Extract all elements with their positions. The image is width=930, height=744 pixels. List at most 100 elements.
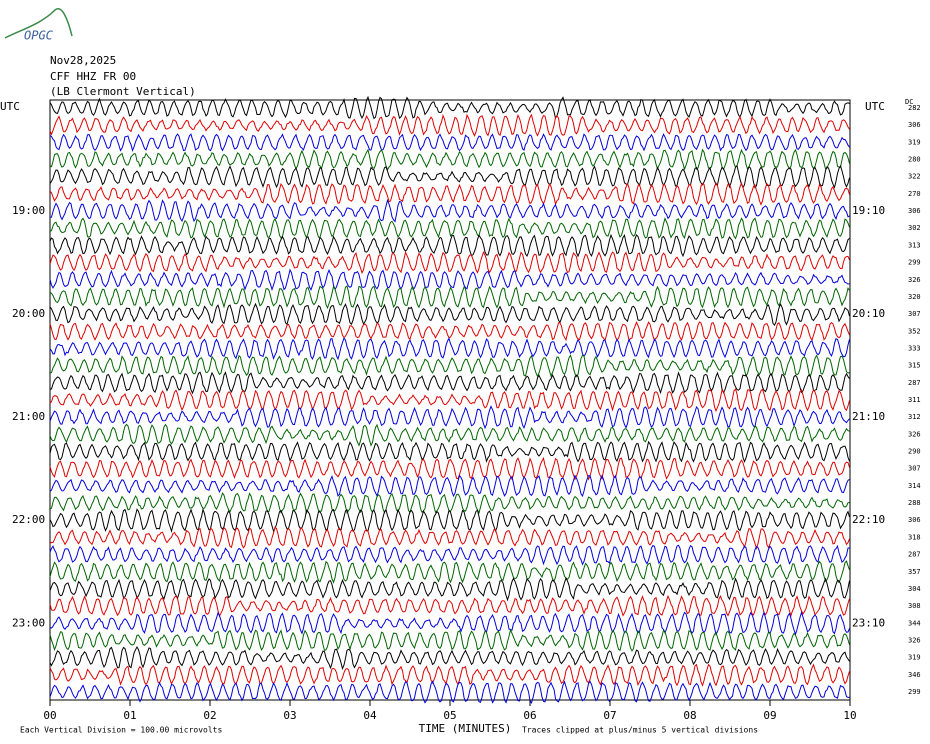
dc-value: 313: [908, 241, 921, 249]
trace: [49, 423, 850, 447]
logo-arc: [4, 7, 73, 39]
left-time-label: 22:00: [12, 513, 45, 526]
trace: [49, 113, 850, 137]
trace: [49, 198, 850, 223]
date: Nov28,2025: [50, 54, 116, 67]
logo: OPGC: [4, 7, 73, 43]
right-time-label: 22:10: [852, 513, 885, 526]
trace: [49, 610, 850, 636]
dc-value: 344: [908, 619, 921, 627]
right-axis-title: UTC: [865, 100, 885, 113]
x-tick-label: 00: [43, 709, 56, 722]
trace: [49, 507, 850, 534]
dc-value: 312: [908, 413, 921, 421]
trace: [49, 217, 850, 240]
trace: [49, 148, 850, 171]
station: CFF HHZ FR 00: [50, 70, 136, 83]
trace: [49, 164, 850, 189]
dc-value: 319: [908, 654, 921, 662]
dc-value: 290: [908, 448, 921, 456]
trace: [49, 250, 850, 275]
x-axis-title: TIME (MINUTES): [419, 722, 512, 735]
trace: [49, 285, 850, 310]
trace: [49, 337, 850, 361]
trace: [49, 181, 850, 206]
trace: [49, 663, 850, 687]
dc-value: 315: [908, 362, 921, 370]
dc-value: 288: [908, 499, 921, 507]
trace: [49, 440, 850, 463]
dc-title: DC: [905, 98, 913, 106]
dc-value: 320: [908, 293, 921, 301]
trace: [49, 302, 850, 326]
dc-value: 322: [908, 173, 921, 181]
trace: [49, 628, 850, 652]
left-time-label: 23:00: [12, 616, 45, 629]
dc-value: 326: [908, 636, 921, 644]
x-tick-label: 09: [763, 709, 776, 722]
right-time-label: 20:10: [852, 307, 885, 320]
right-time-label: 19:10: [852, 204, 885, 217]
trace: [49, 544, 850, 566]
dc-value: 307: [908, 310, 921, 318]
trace: [49, 560, 850, 584]
x-tick-label: 03: [283, 709, 296, 722]
left-time-label: 20:00: [12, 307, 45, 320]
dc-value: 302: [908, 224, 921, 232]
trace: [49, 95, 850, 120]
trace: [49, 491, 850, 515]
dc-value: 282: [908, 104, 921, 112]
dc-value: 311: [908, 396, 921, 404]
dc-value: 287: [908, 551, 921, 559]
dc-value: 304: [908, 585, 921, 593]
right-time-label: 21:10: [852, 410, 885, 423]
dc-value: 287: [908, 379, 921, 387]
x-tick-label: 05: [443, 709, 456, 722]
logo-text: OPGC: [24, 29, 54, 43]
dc-value: 306: [908, 516, 921, 524]
trace: [49, 474, 850, 498]
dc-value: 326: [908, 276, 921, 284]
x-tick-label: 07: [603, 709, 616, 722]
location: (LB Clermont Vertical): [50, 85, 196, 98]
x-tick-label: 04: [363, 709, 377, 722]
trace: [49, 594, 850, 618]
dc-value: 346: [908, 671, 921, 679]
trace: [49, 268, 850, 292]
dc-value: 318: [908, 533, 921, 541]
dc-value: 308: [908, 602, 921, 610]
trace: [49, 354, 850, 378]
x-tick-label: 01: [123, 709, 136, 722]
dc-value: 314: [908, 482, 921, 490]
trace: [49, 645, 850, 671]
trace: [49, 576, 850, 602]
footer-clip: Traces clipped at plus/minus 5 vertical …: [522, 726, 758, 735]
footer-scale: Each Vertical Division = 100.00 microvol…: [20, 726, 222, 735]
dc-value: 307: [908, 465, 921, 473]
dc-value: 352: [908, 327, 921, 335]
dc-value: 299: [908, 259, 921, 267]
x-tick-label: 02: [203, 709, 216, 722]
trace: [49, 133, 850, 152]
right-time-label: 23:10: [852, 616, 885, 629]
x-tick-label: 10: [843, 709, 856, 722]
left-axis-title: UTC: [0, 100, 20, 113]
trace: [49, 526, 850, 550]
trace: [49, 680, 850, 705]
x-tick-label: 06: [523, 709, 536, 722]
dc-value: 326: [908, 430, 921, 438]
dc-value: 319: [908, 138, 921, 146]
dc-value: 299: [908, 688, 921, 696]
dc-value: 280: [908, 156, 921, 164]
dc-value: 333: [908, 344, 921, 352]
dc-value: 270: [908, 190, 921, 198]
trace: [49, 456, 850, 481]
trace: [49, 371, 850, 395]
left-time-label: 21:00: [12, 410, 45, 423]
trace: [49, 321, 850, 342]
dc-value: 306: [908, 121, 921, 129]
trace: [49, 233, 850, 258]
trace: [49, 405, 850, 430]
dc-value: 306: [908, 207, 921, 215]
